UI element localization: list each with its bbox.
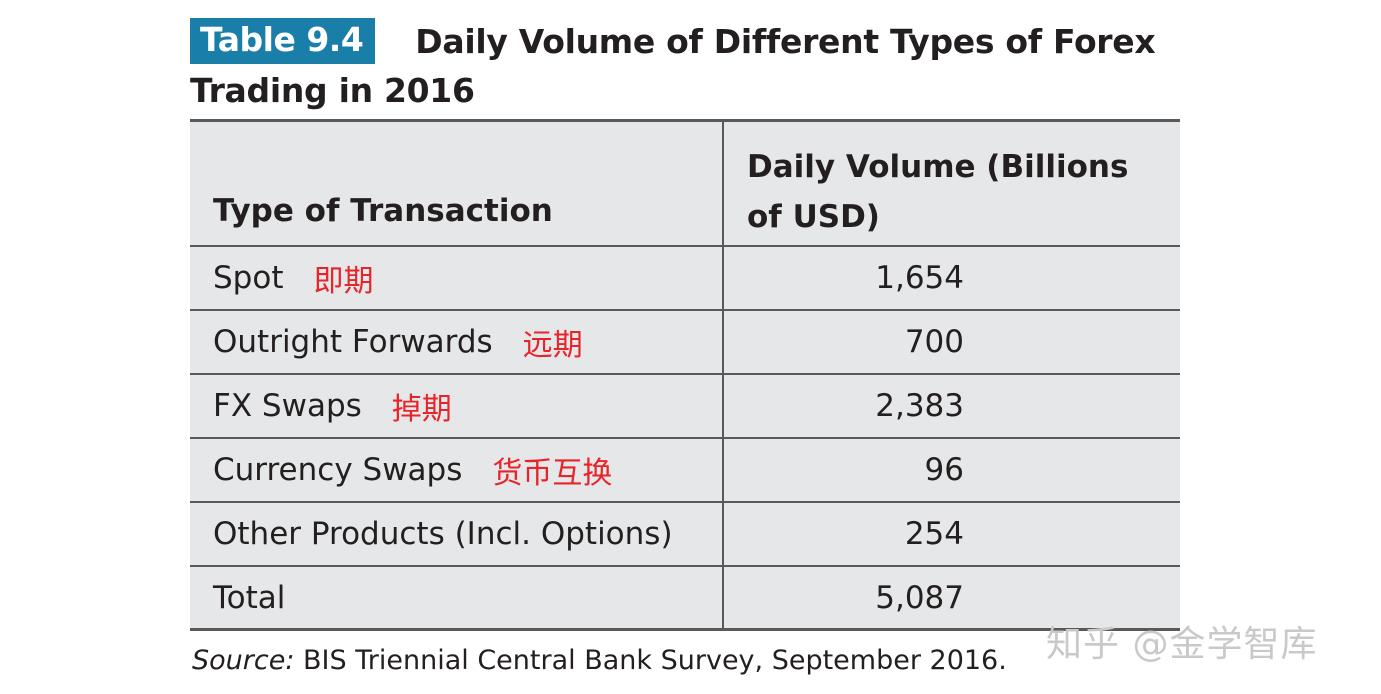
header-daily-volume-line2: of USD) bbox=[747, 199, 880, 235]
table-row: FX Swaps 掉期 2,383 bbox=[190, 375, 1180, 439]
table-row: Spot 即期 1,654 bbox=[190, 247, 1180, 311]
row-type-label: Outright Forwards bbox=[213, 324, 493, 360]
row-type-label: Currency Swaps bbox=[213, 452, 463, 488]
row-volume-value: 5,087 bbox=[875, 579, 964, 616]
row-volume-value: 1,654 bbox=[875, 260, 964, 296]
row-annotation: 掉期 bbox=[391, 392, 452, 427]
row-volume-cell: 700 bbox=[724, 311, 1180, 373]
row-type-cell: Outright Forwards 远期 bbox=[190, 311, 724, 373]
row-type-cell: Other Products (Incl. Options) bbox=[190, 503, 724, 565]
row-type-cell: Currency Swaps 货币互换 bbox=[190, 439, 724, 501]
row-volume-value: 254 bbox=[904, 516, 964, 552]
watermark: 知乎 @金学智库 bbox=[1046, 624, 1318, 665]
table-row: Currency Swaps 货币互换 96 bbox=[190, 439, 1180, 503]
row-type-label: Spot bbox=[213, 260, 284, 296]
row-volume-cell: 2,383 bbox=[724, 375, 1180, 437]
title-line-1: Table 9.4 Daily Volume of Different Type… bbox=[190, 16, 1190, 66]
source-note: Source: BIS Triennial Central Bank Surve… bbox=[192, 645, 1007, 676]
forex-volume-table: Type of Transaction Daily Volume (Billio… bbox=[190, 119, 1180, 631]
row-volume-value: 2,383 bbox=[875, 388, 964, 424]
table-total-row: Total 5,087 bbox=[190, 567, 1180, 631]
header-daily-volume-line1: Daily Volume (Billions bbox=[747, 149, 1129, 185]
row-type-label: FX Swaps bbox=[213, 388, 362, 424]
title-line-2: Trading in 2016 bbox=[190, 71, 475, 110]
table-row: Outright Forwards 远期 700 bbox=[190, 311, 1180, 375]
row-type-cell: Spot 即期 bbox=[190, 247, 724, 309]
row-type-cell: Total bbox=[190, 567, 724, 628]
title-text: Daily Volume of Different Types of Forex bbox=[415, 21, 1156, 61]
row-volume-cell: 5,087 bbox=[724, 567, 1180, 628]
table-title: Table 9.4 Daily Volume of Different Type… bbox=[190, 16, 1190, 116]
header-daily-volume: Daily Volume (Billions of USD) bbox=[724, 122, 1180, 245]
row-type-label: Other Products (Incl. Options) bbox=[213, 516, 673, 552]
header-type-of-transaction: Type of Transaction bbox=[190, 122, 724, 245]
source-label: Source: bbox=[192, 645, 295, 676]
row-volume-value: 96 bbox=[924, 452, 964, 488]
row-annotation: 即期 bbox=[313, 264, 374, 299]
row-volume-cell: 1,654 bbox=[724, 247, 1180, 309]
row-type-cell: FX Swaps 掉期 bbox=[190, 375, 724, 437]
table-number-badge: Table 9.4 bbox=[190, 18, 376, 64]
source-text: BIS Triennial Central Bank Survey, Septe… bbox=[294, 645, 1007, 676]
row-type-label: Total bbox=[213, 579, 286, 616]
row-volume-value: 700 bbox=[904, 324, 964, 360]
row-volume-cell: 254 bbox=[724, 503, 1180, 565]
table-header-row: Type of Transaction Daily Volume (Billio… bbox=[190, 122, 1180, 247]
row-volume-cell: 96 bbox=[724, 439, 1180, 501]
row-annotation: 货币互换 bbox=[492, 456, 613, 491]
table-row: Other Products (Incl. Options) 254 bbox=[190, 503, 1180, 567]
row-annotation: 远期 bbox=[522, 328, 583, 363]
